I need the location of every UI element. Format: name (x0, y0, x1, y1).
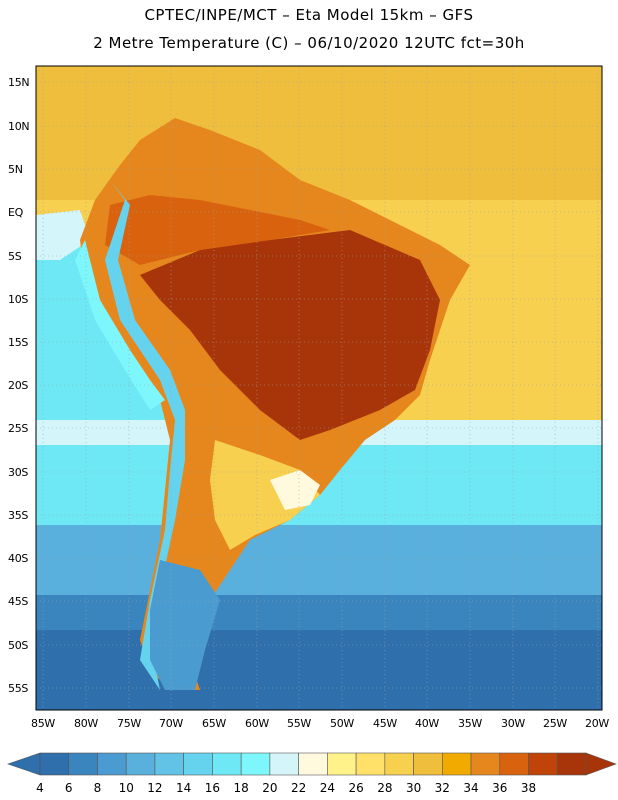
ocean-south-band (36, 595, 602, 635)
colorbar-swatch (384, 752, 414, 776)
lat-label: 45S (8, 595, 29, 608)
lon-label: 30W (501, 717, 525, 730)
colorbar-swatch (442, 752, 472, 776)
colorbar-max-arrow (585, 752, 617, 776)
lon-label: 55W (287, 717, 311, 730)
lon-label: 50W (330, 717, 354, 730)
colorbar-tick-label: 4 (36, 781, 44, 795)
colorbar-tick-label: 12 (147, 781, 163, 795)
colorbar-tick-label: 28 (377, 781, 393, 795)
colorbar-tick-label: 14 (176, 781, 192, 795)
lat-label: 15S (8, 336, 29, 349)
uruguay-cool (270, 470, 320, 510)
lat-label: 10S (8, 293, 29, 306)
lat-label: 50S (8, 639, 29, 652)
ocean-deep-band (36, 630, 602, 710)
lat-label: 20S (8, 379, 29, 392)
colorbar-swatch (269, 752, 299, 776)
colorbar-swatch (125, 752, 156, 776)
lon-label: 70W (159, 717, 183, 730)
lon-label: 35W (458, 717, 482, 730)
pacific-warm-tongue (36, 210, 90, 260)
colorbar-swatch (97, 752, 127, 776)
lat-label: 5S (8, 250, 22, 263)
lon-label: 60W (245, 717, 269, 730)
amazon-hot-core (140, 230, 440, 440)
lat-label: EQ (8, 206, 24, 219)
lat-label: 35S (8, 509, 29, 522)
colorbar-tick-label: 30 (405, 781, 422, 795)
argentina-warm (210, 440, 320, 550)
colorbar-swatch (327, 752, 357, 776)
colorbar-swatch (39, 752, 70, 776)
colorbar-swatch (470, 752, 501, 776)
lon-label: 75W (117, 717, 141, 730)
colorbar-tick-label: 26 (348, 781, 364, 795)
colorbar-tick-label: 22 (290, 781, 307, 795)
ocean-mid-band (36, 525, 602, 600)
colorbar-swatch (212, 752, 242, 776)
colorbar-tick-label: 38 (520, 781, 537, 795)
northern-warm-zone (105, 195, 330, 265)
colorbar-swatch (528, 752, 558, 776)
colorbar-tick-label: 8 (93, 781, 102, 795)
lat-label: 55S (8, 682, 29, 695)
map-frame (35, 65, 603, 711)
colorbar-swatch (183, 752, 213, 776)
colorbar-min-arrow (7, 752, 41, 776)
colorbar-swatch (499, 752, 529, 776)
colorbar-swatch (355, 752, 386, 776)
lat-label: 30S (8, 466, 29, 479)
map-subtitle: 2 Metre Temperature (C) – 06/10/2020 12U… (93, 34, 525, 52)
colorbar-swatch (68, 752, 98, 776)
colorbar-swatch (240, 752, 271, 776)
lon-label: 25W (543, 717, 567, 730)
colorbar-tick-label: 36 (492, 781, 508, 795)
lon-label: 45W (373, 717, 397, 730)
lon-label: 80W (74, 717, 98, 730)
colorbar-swatch (556, 752, 587, 776)
lat-label: 10N (8, 120, 30, 133)
lon-label: 20W (585, 717, 609, 730)
colorbar-tick-label: 6 (64, 781, 73, 795)
colorbar-tick-label: 16 (204, 781, 221, 795)
map-field (36, 66, 602, 710)
colorbar-tick-label: 32 (434, 781, 450, 795)
colorbar-tick-label: 34 (463, 781, 479, 795)
lat-label: 25S (8, 422, 29, 435)
colorbar-swatch (298, 752, 328, 776)
colorbar-tick-label: 20 (262, 781, 278, 795)
map-gridlines (36, 66, 602, 710)
colorbar-tick-label: 10 (118, 781, 134, 795)
lat-label: 5N (8, 163, 23, 176)
colorbar-swatch (413, 752, 443, 776)
lon-label: 65W (202, 717, 226, 730)
colorbar-tick-label: 18 (233, 781, 249, 795)
lon-label: 40W (415, 717, 439, 730)
colorbar (7, 752, 617, 776)
patagonia-cold (150, 560, 220, 690)
lat-label: 15N (8, 76, 30, 89)
pacific-coast-cool (75, 240, 165, 410)
lon-label: 85W (31, 717, 55, 730)
colorbar-tick-label: 24 (319, 781, 335, 795)
map-title: CPTEC/INPE/MCT – Eta Model 15km – GFS (144, 6, 474, 24)
lat-label: 40S (8, 552, 29, 565)
colorbar-swatch (154, 752, 184, 776)
